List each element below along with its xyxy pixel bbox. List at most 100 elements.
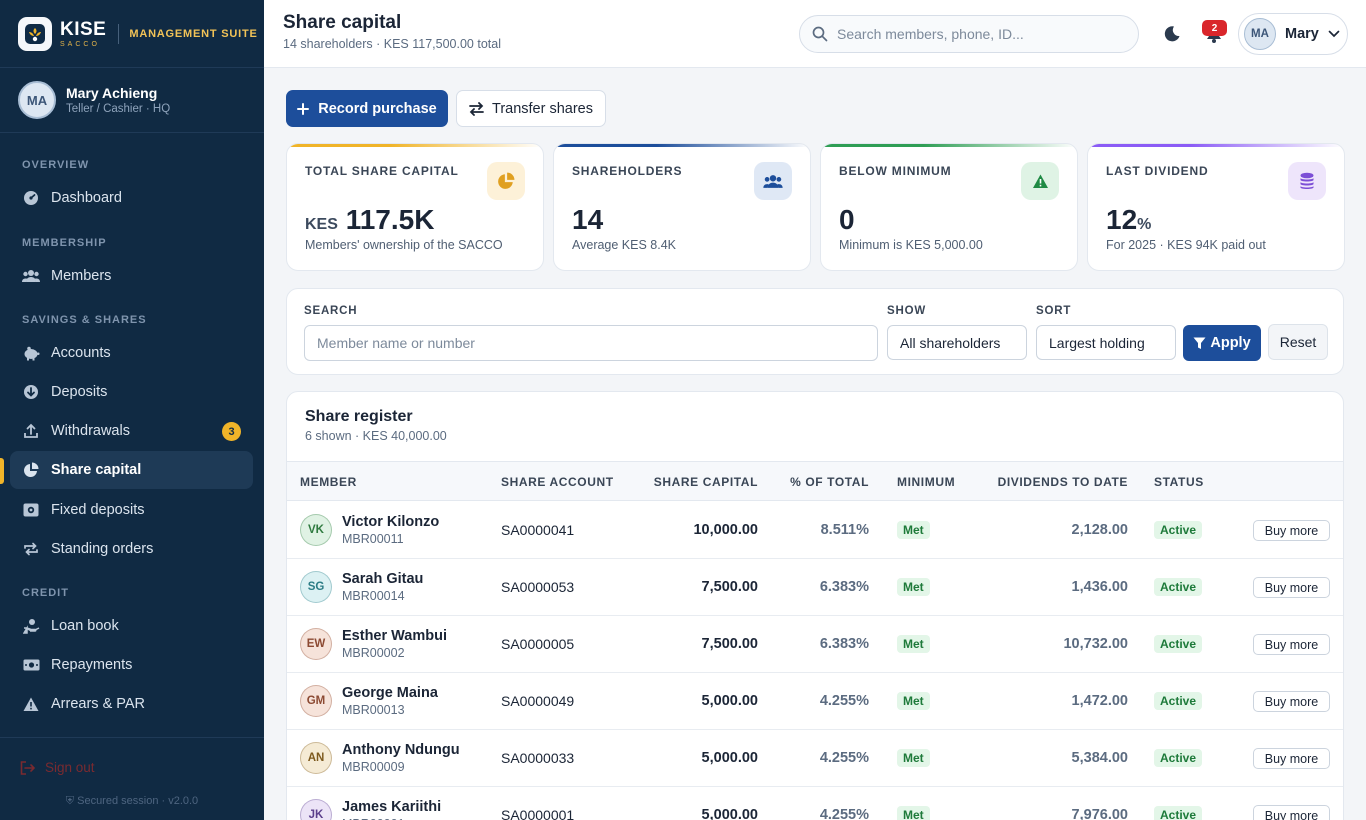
member-number: MBR00001 — [342, 817, 405, 820]
theme-toggle[interactable] — [1161, 23, 1183, 45]
sidebar-item-label: Share capital — [51, 462, 142, 478]
percent-of-total: 4.255% — [819, 693, 869, 709]
stat-number: 12 — [1106, 204, 1138, 235]
buy-more-button[interactable]: Buy more — [1253, 805, 1330, 820]
register-title: Share register — [305, 408, 413, 425]
user-role: Teller / Cashier · HQ — [66, 103, 171, 115]
member-name[interactable]: Esther Wambui — [342, 628, 448, 644]
record-purchase-button[interactable]: Record purchase — [286, 90, 448, 127]
moon-icon — [1164, 26, 1180, 42]
buy-more-button[interactable]: Buy more — [1253, 691, 1330, 712]
stat-label: BELOW MINIMUM — [839, 164, 952, 178]
show-select[interactable]: All shareholders — [887, 325, 1027, 360]
table-row[interactable]: SG Sarah Gitau MBR00014 SA0000053 7,500.00 6.… — [287, 559, 1343, 616]
sidebar-item-deposits[interactable]: Deposits — [10, 373, 253, 411]
status-badge: Active — [1154, 635, 1203, 653]
member-name[interactable]: Anthony Ndungu — [342, 742, 460, 758]
table-row[interactable]: AN Anthony Ndungu MBR00009 SA0000033 5,000.0… — [287, 730, 1343, 787]
share-account: SA0000049 — [501, 693, 575, 709]
member-name[interactable]: George Maina — [342, 685, 438, 701]
cash-icon — [22, 656, 40, 674]
stat-accent-bar — [287, 144, 543, 147]
table-row[interactable]: VK Victor Kilonzo MBR00011 SA0000041 10,000.… — [287, 502, 1343, 559]
sidebar-item-repayments[interactable]: Repayments — [10, 646, 253, 684]
user-card[interactable]: MA Mary Achieng Teller / Cashier · HQ — [0, 68, 264, 133]
buy-more-button[interactable]: Buy more — [1253, 520, 1330, 541]
status-badge: Active — [1154, 578, 1203, 596]
global-search[interactable] — [799, 15, 1139, 53]
sidebar-item-share-capital[interactable]: Share capital — [10, 451, 253, 489]
coins-icon — [1288, 162, 1326, 200]
sign-out-link[interactable]: Sign out — [20, 760, 95, 775]
stat-suffix: % — [1137, 216, 1152, 233]
reset-button[interactable]: Reset — [1268, 324, 1328, 360]
share-capital-value: 5,000.00 — [701, 750, 758, 766]
sidebar-item-label: Withdrawals — [51, 423, 130, 439]
page-subtitle: 14 shareholders · KES 117,500.00 total — [283, 37, 501, 51]
member-name[interactable]: Victor Kilonzo — [342, 514, 440, 530]
secured-label: Secured session · v2.0.0 — [77, 795, 199, 807]
sidebar-item-label: Accounts — [51, 345, 111, 361]
dividends-value: 10,732.00 — [1063, 636, 1128, 652]
sidebar-item-fixed-deposits[interactable]: Fixed deposits — [10, 491, 253, 529]
stat-note: For 2025 · KES 94K paid out — [1106, 238, 1266, 252]
sidebar-item-dashboard[interactable]: Dashboard — [10, 179, 253, 217]
sidebar-item-arrears[interactable]: Arrears & PAR — [10, 685, 253, 723]
avatar: AN — [300, 742, 332, 774]
stat-value: 14 — [572, 204, 603, 236]
buy-more-button[interactable]: Buy more — [1253, 634, 1330, 655]
column-header-member: MEMBER — [300, 475, 357, 489]
stat-note: Average KES 8.4K — [572, 238, 677, 252]
user-menu-button[interactable]: MA Mary — [1238, 13, 1348, 55]
share-account: SA0000001 — [501, 807, 575, 820]
sidebar-item-loan-book[interactable]: Loan book — [10, 607, 253, 645]
column-header-share-capital: SHARE CAPITAL — [653, 475, 758, 489]
member-name[interactable]: Sarah Gitau — [342, 571, 424, 587]
users-icon — [754, 162, 792, 200]
buy-more-button[interactable]: Buy more — [1253, 748, 1330, 769]
table-row[interactable]: GM George Maina MBR00013 SA0000049 5,000.00 4… — [287, 673, 1343, 730]
users-icon — [22, 267, 40, 285]
brand-name: KISE — [60, 18, 107, 40]
transfer-shares-button[interactable]: Transfer shares — [456, 90, 606, 127]
member-name[interactable]: James Kariithi — [342, 799, 442, 815]
minimum-badge: Met — [897, 578, 930, 596]
sidebar-item-standing-orders[interactable]: Standing orders — [10, 530, 253, 568]
sidebar-item-accounts[interactable]: Accounts — [10, 334, 253, 372]
sort-select[interactable]: Largest holding — [1036, 325, 1176, 360]
member-search-input[interactable] — [304, 325, 878, 361]
share-account: SA0000033 — [501, 750, 575, 766]
status-badge: Active — [1154, 806, 1203, 820]
active-indicator — [0, 458, 4, 484]
warning-icon — [22, 695, 40, 713]
stat-label: LAST DIVIDEND — [1106, 164, 1209, 178]
stat-prefix: KES — [305, 216, 338, 233]
stat-value: 12% — [1106, 204, 1151, 236]
buy-more-button[interactable]: Buy more — [1253, 577, 1330, 598]
dividends-value: 1,472.00 — [1071, 693, 1128, 709]
show-select-value: All shareholders — [900, 334, 1001, 351]
sidebar-item-withdrawals[interactable]: Withdrawals 3 — [10, 412, 253, 450]
stat-card-shareholders: SHAREHOLDERS 14 Average KES 8.4K — [553, 143, 811, 271]
search-input[interactable] — [837, 26, 1127, 42]
percent-of-total: 4.255% — [819, 807, 869, 820]
share-account: SA0000053 — [501, 579, 575, 595]
sidebar: KISE SACCO MANAGEMENT SUITE MA Mary Achi… — [0, 0, 264, 820]
stat-value: 0 — [839, 204, 855, 236]
brand[interactable]: KISE SACCO MANAGEMENT SUITE — [0, 0, 264, 68]
withdrawals-badge: 3 — [222, 422, 241, 441]
apply-button[interactable]: Apply — [1183, 325, 1261, 361]
filter-panel: SEARCH SHOW All shareholders SORT Larges… — [286, 288, 1344, 375]
percent-of-total: 6.383% — [819, 579, 869, 595]
nav-section-membership: MEMBERSHIP — [22, 237, 107, 249]
vault-icon — [22, 501, 40, 519]
table-row[interactable]: JK James Kariithi MBR00001 SA0000001 5,000.0… — [287, 787, 1343, 820]
repeat-icon — [22, 540, 40, 558]
status-badge: Active — [1154, 749, 1203, 767]
status-badge: Active — [1154, 692, 1203, 710]
sidebar-item-members[interactable]: Members — [10, 257, 253, 295]
gauge-icon — [22, 189, 40, 207]
nav-section-overview: OVERVIEW — [22, 159, 90, 171]
table-row[interactable]: EW Esther Wambui MBR00002 SA0000005 7,500.00… — [287, 616, 1343, 673]
avatar: SG — [300, 571, 332, 603]
